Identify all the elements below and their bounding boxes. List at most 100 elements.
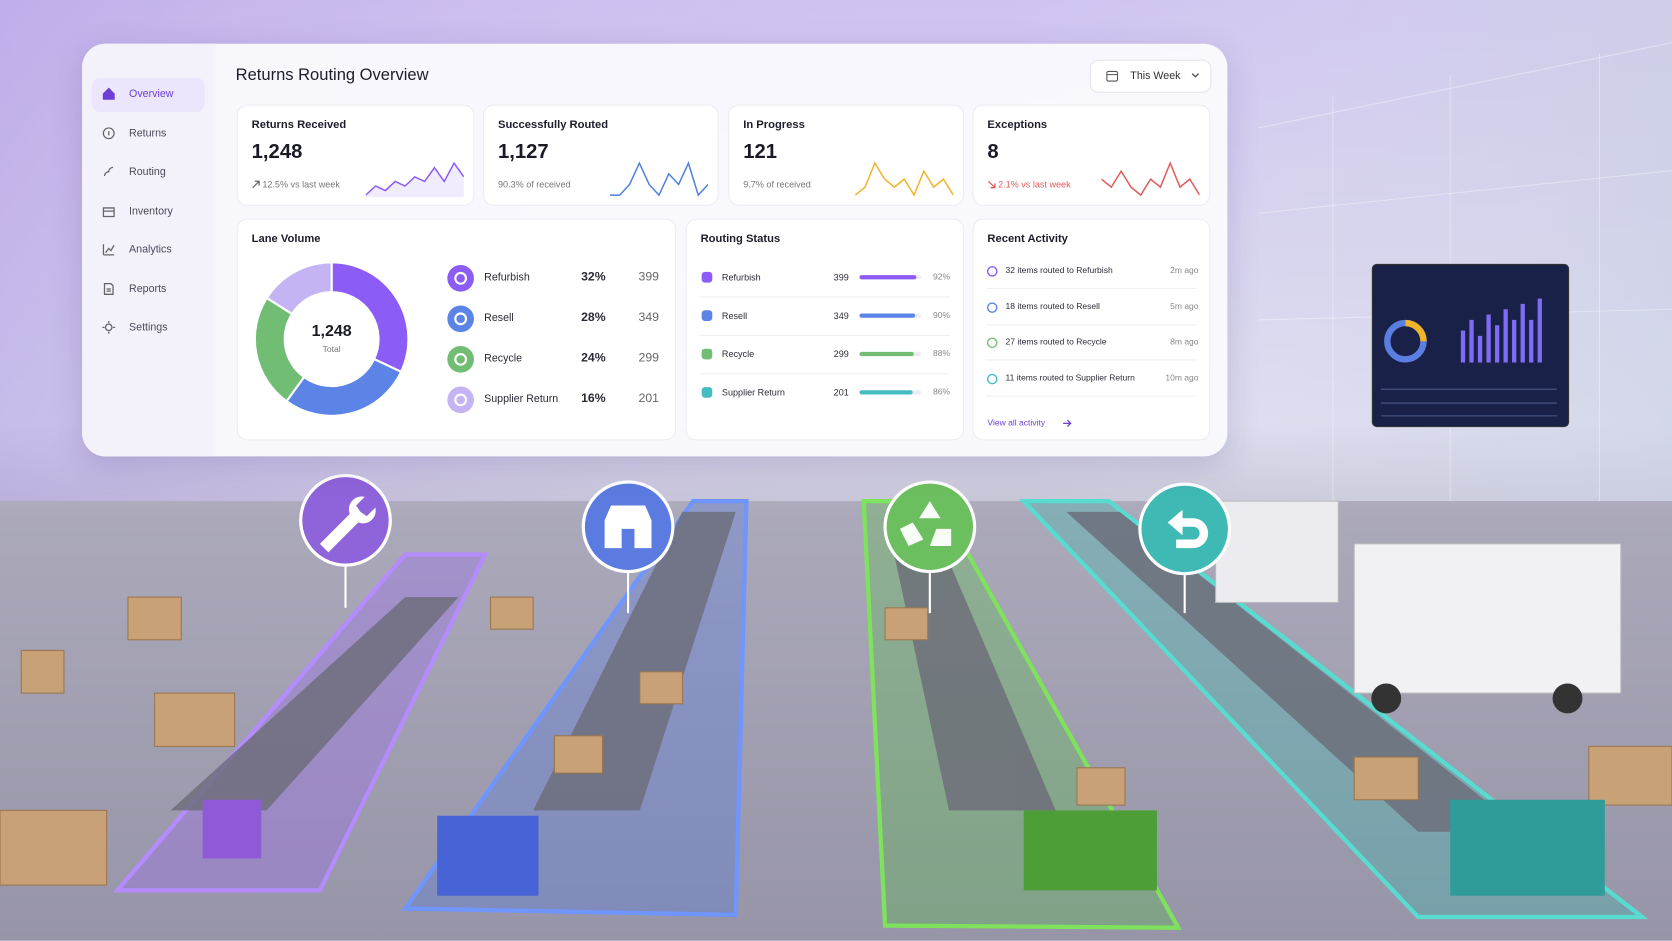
nav-glyph bbox=[102, 87, 115, 100]
card-title: Routing Status bbox=[700, 232, 781, 246]
bar bbox=[859, 390, 913, 395]
arrow-glyph bbox=[1063, 419, 1072, 427]
nav-label: Reports bbox=[129, 283, 167, 295]
lane-icon bbox=[447, 305, 474, 333]
status-icon-glyph bbox=[701, 271, 713, 283]
donut-total-label: Total bbox=[323, 344, 341, 354]
status-percent: 88% bbox=[933, 348, 951, 359]
arrow-glyph bbox=[988, 180, 996, 189]
nav-icon bbox=[103, 166, 114, 177]
status-name: Supplier Return bbox=[721, 387, 785, 398]
status-icon-glyph bbox=[701, 387, 713, 398]
nav-item[interactable]: Inventory bbox=[92, 195, 205, 229]
sparkline bbox=[855, 161, 954, 197]
activity-icon-glyph bbox=[986, 337, 998, 349]
donut-segment bbox=[285, 357, 403, 417]
lane-name: Refurbish bbox=[484, 271, 530, 284]
nav-item[interactable]: Routing bbox=[92, 156, 205, 190]
sparkline bbox=[609, 161, 709, 197]
status-icon-glyph bbox=[701, 348, 713, 360]
status-count: 349 bbox=[833, 310, 849, 321]
kpi-label: In Progress bbox=[743, 118, 805, 132]
status-bar bbox=[859, 313, 922, 318]
kpi-note: 90.3% of received bbox=[497, 179, 571, 190]
nav-glyph bbox=[103, 166, 114, 177]
status-icon bbox=[701, 387, 713, 398]
trend-arrow bbox=[988, 180, 996, 189]
lane-name: Recycle bbox=[484, 352, 523, 365]
view-all-link[interactable]: View all activity bbox=[987, 418, 1046, 428]
kpi-note: 2.1% vs last week bbox=[998, 179, 1071, 190]
nav-item[interactable]: Analytics bbox=[92, 234, 205, 268]
nav-item[interactable]: Returns bbox=[92, 117, 205, 151]
lane-icon-bg bbox=[447, 386, 474, 414]
lane-icon-glyph bbox=[454, 271, 468, 285]
bins bbox=[202, 799, 1605, 896]
nav-glyph bbox=[102, 126, 115, 139]
kpi-value: 1,127 bbox=[497, 140, 549, 164]
nav-item[interactable]: Reports bbox=[92, 272, 205, 306]
activity-icon-glyph bbox=[986, 373, 998, 385]
lane-icon-bg bbox=[447, 346, 474, 373]
bar bbox=[859, 351, 914, 357]
kpi-value: 1,248 bbox=[251, 140, 303, 164]
page-title: Returns Routing Overview bbox=[235, 66, 429, 85]
lane-count: 399 bbox=[638, 270, 659, 284]
nav-icon bbox=[102, 244, 115, 256]
row-divider bbox=[986, 323, 1197, 325]
lane-icon-glyph bbox=[454, 352, 468, 366]
status-name: Refurbish bbox=[721, 271, 761, 283]
trend-arrow bbox=[252, 180, 260, 189]
donut-segment bbox=[265, 261, 333, 316]
activity-icon bbox=[986, 337, 998, 349]
lane-glyphs bbox=[319, 496, 1209, 553]
status-percent: 92% bbox=[933, 271, 951, 282]
lane-icon-bg bbox=[447, 264, 474, 292]
lane-name: Supplier Return bbox=[484, 393, 559, 406]
truck bbox=[1215, 500, 1622, 714]
nav-label: Analytics bbox=[129, 244, 172, 256]
card-title: Recent Activity bbox=[987, 232, 1068, 246]
lane-icon bbox=[447, 386, 474, 414]
nav-icon bbox=[102, 206, 115, 217]
lane-icon-bg bbox=[447, 305, 474, 333]
status-icon-glyph bbox=[701, 310, 713, 321]
status-icon bbox=[701, 310, 713, 321]
sparkline-line bbox=[1101, 161, 1200, 197]
sparkline bbox=[365, 161, 464, 198]
lane-icon bbox=[447, 346, 474, 373]
sparkline bbox=[1101, 161, 1200, 197]
nav-label: Overview bbox=[129, 88, 174, 101]
lane-icon-glyph bbox=[454, 312, 468, 326]
activity-icon bbox=[986, 266, 998, 277]
nav-glyph bbox=[102, 206, 115, 217]
recent-activity-card: Recent Activity 32 items routed to Refur… bbox=[972, 218, 1211, 441]
row-divider bbox=[986, 287, 1197, 289]
arrow-glyph bbox=[252, 180, 260, 189]
lane-icon-glyph bbox=[454, 393, 468, 407]
nav-label: Settings bbox=[129, 322, 168, 334]
nav-icon bbox=[102, 126, 115, 139]
sparkline-area bbox=[365, 163, 464, 198]
activity-time: 5m ago bbox=[1170, 301, 1199, 312]
nav-item[interactable]: Settings bbox=[92, 311, 205, 345]
activity-text: 27 items routed to Recycle bbox=[1005, 337, 1107, 347]
donut: 1,248 Total bbox=[253, 261, 410, 417]
period-selector[interactable]: This Week bbox=[1089, 59, 1212, 93]
sidebar: Overview Returns Routing Inventory Analytics… bbox=[82, 43, 216, 457]
lane-volume-card: Lane Volume 1,248 Total Refurbish 32% 399 Res… bbox=[236, 218, 677, 441]
donut-segment bbox=[253, 296, 306, 403]
activity-time: 2m ago bbox=[1170, 265, 1199, 276]
status-count: 299 bbox=[833, 348, 849, 360]
status-icon bbox=[701, 348, 713, 360]
routing-status-card: Routing Status Refurbish 399 92% Resell 349 9… bbox=[685, 218, 964, 441]
lane-count: 349 bbox=[638, 311, 659, 325]
activity-time: 10m ago bbox=[1165, 373, 1199, 383]
kpi-note: 9.7% of received bbox=[743, 179, 811, 190]
nav-item[interactable]: Overview bbox=[91, 77, 205, 112]
activity-icon-glyph bbox=[986, 266, 998, 277]
nav-label: Returns bbox=[129, 127, 167, 140]
sparkline-line bbox=[365, 161, 464, 196]
